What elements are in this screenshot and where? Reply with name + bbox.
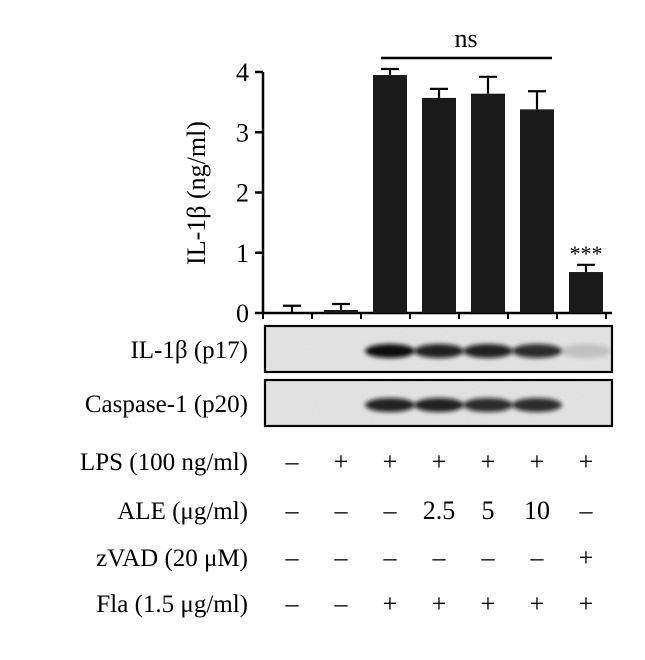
y-axis-label: IL-1β (ng/ml) (182, 121, 211, 265)
condition-value: – (481, 543, 496, 572)
y-tick-label: 3 (236, 118, 249, 147)
blot-band (414, 398, 464, 412)
condition-value: + (383, 589, 398, 618)
condition-value: + (579, 589, 594, 618)
condition-label: LPS (100 ng/ml) (80, 449, 248, 476)
condition-value: + (530, 589, 545, 618)
western-blots: IL-1β (p17) Caspase-1 (p20) (85, 324, 614, 428)
y-tick-label: 0 (236, 299, 249, 328)
condition-value: + (481, 447, 496, 476)
condition-value: 10 (524, 496, 550, 525)
blot-label: IL-1β (p17) (130, 337, 248, 364)
significance-stars: *** (570, 241, 603, 266)
bars (283, 67, 603, 313)
y-tick-label: 4 (236, 58, 249, 87)
condition-value: – (383, 496, 398, 525)
blot-band (463, 344, 513, 358)
y-tick-label: 2 (236, 179, 249, 208)
condition-value: + (334, 447, 349, 476)
condition-value: + (432, 447, 447, 476)
bar (520, 109, 554, 313)
condition-value: – (334, 496, 349, 525)
blot-label: Caspase-1 (p20) (85, 391, 248, 418)
condition-label: zVAD (20 μM) (96, 545, 248, 572)
blot-band (512, 398, 562, 412)
y-tick-label: 1 (236, 239, 249, 268)
bar (471, 93, 505, 313)
condition-value: + (383, 447, 398, 476)
blot-panel (263, 324, 614, 374)
condition-table: LPS (100 ng/ml) – + + + + + +ALE (μg/ml) – – –2.5 5… (80, 447, 594, 618)
blot-border (263, 378, 614, 428)
condition-value: – (530, 543, 545, 572)
blot-band (365, 344, 415, 358)
condition-value: + (530, 447, 545, 476)
condition-value: – (334, 543, 349, 572)
blot-band (414, 344, 464, 358)
condition-value: – (432, 543, 447, 572)
bar (373, 75, 407, 313)
condition-value: + (432, 589, 447, 618)
bar (569, 272, 603, 313)
blot-band (561, 344, 611, 358)
condition-value: – (285, 589, 300, 618)
bar (324, 309, 358, 313)
condition-value: 5 (482, 496, 495, 525)
condition-value: + (579, 447, 594, 476)
blot-band (512, 344, 562, 358)
ns-label: ns (454, 24, 477, 53)
blot-border (263, 324, 614, 374)
condition-value: – (285, 543, 300, 572)
condition-value: – (383, 543, 398, 572)
condition-value: – (334, 589, 349, 618)
condition-value: + (481, 589, 496, 618)
condition-label: Fla (1.5 μg/ml) (96, 591, 248, 618)
condition-label: ALE (μg/ml) (117, 498, 248, 525)
blot-band (463, 398, 513, 412)
blot-panel (263, 378, 614, 428)
ns-annotation: ns (381, 24, 552, 60)
condition-value: 2.5 (423, 496, 456, 525)
blot-band (365, 398, 415, 412)
condition-value: – (579, 496, 594, 525)
condition-value: + (579, 543, 594, 572)
condition-value: – (285, 447, 300, 476)
bar (422, 97, 456, 313)
condition-value: – (285, 496, 300, 525)
